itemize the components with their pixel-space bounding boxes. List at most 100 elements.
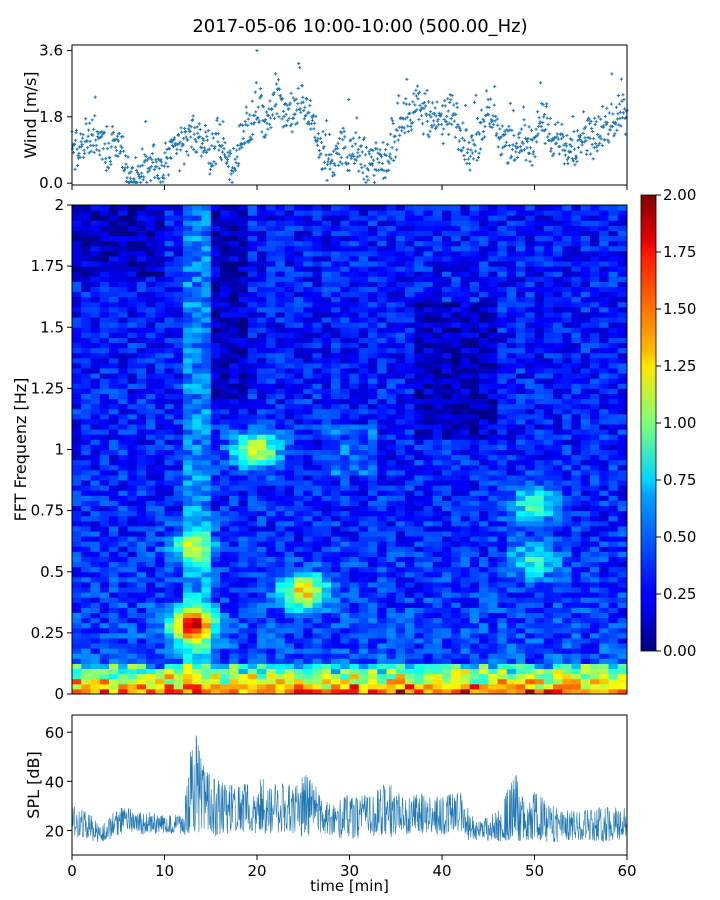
spectrogram-cell xyxy=(90,648,101,654)
spectrogram-cell xyxy=(525,678,535,685)
spectrogram-cell xyxy=(136,439,147,445)
spectrogram-cell xyxy=(183,368,193,374)
wind-point xyxy=(242,129,246,133)
spectrogram-cell xyxy=(201,678,212,685)
spectrogram-cell xyxy=(81,464,91,471)
spectrogram-cell xyxy=(432,413,443,420)
spectrogram-cell xyxy=(183,688,193,695)
spectrogram-cell xyxy=(183,505,193,512)
wind-point xyxy=(522,118,526,122)
spectrogram-cell xyxy=(201,454,212,461)
wind-point xyxy=(364,180,368,185)
spectrogram-cell xyxy=(534,434,545,440)
spectrogram-cell xyxy=(164,469,175,476)
spectrogram-cell xyxy=(183,459,193,466)
spectrogram-cell xyxy=(553,485,563,491)
wind-point xyxy=(263,118,268,122)
spectrogram-cell xyxy=(405,485,415,491)
figure-title: 2017-05-06 10:00-10:00 (500.00_Hz) xyxy=(192,16,527,37)
spectrogram-cell xyxy=(516,668,526,675)
spectrogram-cell xyxy=(368,408,378,415)
spectrogram-cell xyxy=(432,490,443,496)
spectrogram-cell xyxy=(599,571,609,578)
spectrogram-cell xyxy=(599,373,609,379)
spectrogram-cell xyxy=(229,627,239,634)
spectrogram-cell xyxy=(553,515,563,522)
spectrogram-cell xyxy=(247,622,258,629)
spectrogram-cell xyxy=(516,388,526,394)
spectrogram-cell xyxy=(368,429,378,435)
spectrogram-cell xyxy=(553,536,563,542)
spectrogram-cell xyxy=(349,587,360,593)
spectrogram-cell xyxy=(479,668,489,675)
spectrogram-cell xyxy=(303,520,313,527)
spectrogram-cell xyxy=(238,500,249,507)
spectrogram-cell xyxy=(580,576,591,583)
spectrogram-cell xyxy=(155,378,165,384)
spectrogram-cell xyxy=(386,648,397,654)
spectrogram-cell xyxy=(497,495,508,501)
wind-point xyxy=(409,124,413,128)
spectrogram-cell xyxy=(312,673,323,680)
spectrogram-cell xyxy=(386,434,397,440)
spectrogram-cell xyxy=(479,648,489,654)
spectrogram-cell xyxy=(201,362,212,369)
wind-point xyxy=(140,171,144,175)
spectrogram-cell xyxy=(543,607,554,613)
wind-point xyxy=(490,125,494,129)
spectrogram-cell xyxy=(210,459,221,466)
spectrogram-cell xyxy=(247,495,258,501)
spectrogram-cell xyxy=(312,668,323,675)
spectrogram-cell xyxy=(257,597,267,603)
spectrogram-cell xyxy=(127,413,138,420)
spectrogram-cell xyxy=(442,398,452,405)
wind-point xyxy=(544,104,548,109)
wind-point xyxy=(404,102,408,106)
spectrogram-cell xyxy=(192,658,202,664)
spectrogram-cell xyxy=(210,627,221,634)
spectrogram-cell xyxy=(173,459,184,466)
spectrogram-cell xyxy=(136,683,147,690)
wind-point xyxy=(147,169,151,173)
spectrogram-cell xyxy=(192,627,202,634)
wind-point xyxy=(489,97,493,101)
spectrogram-cell xyxy=(599,632,609,639)
spectrogram-cell xyxy=(368,597,378,603)
wind-point xyxy=(395,148,399,152)
spectrogram-cell xyxy=(118,429,128,435)
wind-point xyxy=(308,104,312,108)
wind-point xyxy=(314,114,318,118)
wind-point xyxy=(226,164,231,169)
wind-point xyxy=(95,148,99,152)
spectrogram-cell xyxy=(506,658,517,664)
spectrogram-cell xyxy=(155,418,165,425)
spectrogram-cell xyxy=(266,408,276,415)
spectrogram-cell xyxy=(599,536,609,542)
spectrogram-cell xyxy=(599,454,609,461)
spectrogram-cell xyxy=(460,378,471,384)
spectrogram-cell xyxy=(229,464,239,471)
spectrogram-cell xyxy=(340,627,350,634)
spectrogram-cell xyxy=(72,576,82,583)
spectrogram-cell xyxy=(118,612,128,619)
wind-point xyxy=(621,93,625,97)
spectrogram-cell xyxy=(506,505,517,512)
spectrogram-cell xyxy=(331,688,341,695)
spectrogram-cell xyxy=(294,546,304,552)
wind-point xyxy=(205,134,209,139)
wind-point xyxy=(167,147,172,151)
spectrogram-cell xyxy=(275,566,286,573)
spectrogram-cell xyxy=(321,622,332,629)
spectrogram-cell xyxy=(580,439,591,445)
spectrogram-cell xyxy=(183,408,193,415)
spectrogram-cell xyxy=(127,658,138,664)
spectrogram-cell xyxy=(534,617,545,624)
wind-point xyxy=(565,133,569,138)
spectrogram-cell xyxy=(229,418,239,425)
spectrogram-cell xyxy=(340,688,350,695)
spectrogram-cell xyxy=(321,403,332,410)
spectrogram-cell xyxy=(451,551,461,557)
spectrogram-cell xyxy=(525,607,535,613)
spectrogram-cell xyxy=(460,576,471,583)
spectrogram-cell xyxy=(173,536,184,542)
